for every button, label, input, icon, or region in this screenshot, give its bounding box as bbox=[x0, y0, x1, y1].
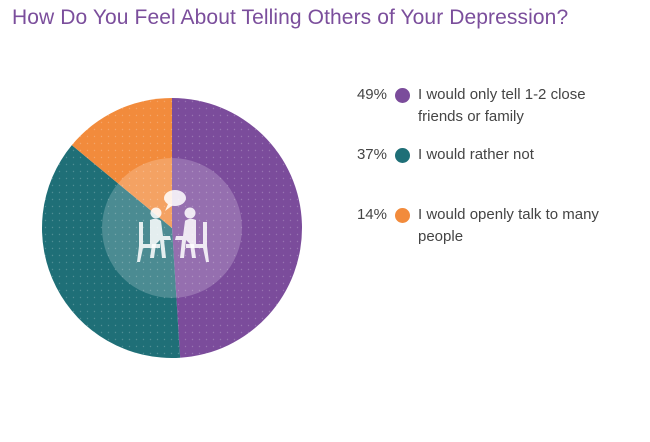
legend: 49% I would only tell 1-2 close friends … bbox=[345, 86, 635, 266]
legend-percent: 14% bbox=[356, 206, 387, 223]
dot-texture bbox=[42, 98, 302, 358]
legend-percent: 49% bbox=[356, 86, 387, 103]
legend-swatch bbox=[395, 88, 410, 103]
chart-title: How Do You Feel About Telling Others of … bbox=[12, 6, 569, 29]
legend-item: 37% I would rather not bbox=[345, 146, 635, 206]
legend-swatch bbox=[395, 208, 410, 223]
legend-label: I would openly talk to many people bbox=[418, 206, 599, 245]
legend-label: I would only tell 1-2 close friends or f… bbox=[418, 86, 586, 125]
center-disc bbox=[102, 158, 242, 298]
legend-label: I would rather not bbox=[418, 146, 534, 163]
legend-item: 14% I would openly talk to many people bbox=[345, 206, 635, 266]
legend-swatch bbox=[395, 148, 410, 163]
people-talking-icon bbox=[137, 190, 209, 262]
legend-percent: 37% bbox=[356, 146, 387, 163]
legend-item: 49% I would only tell 1-2 close friends … bbox=[345, 86, 635, 146]
